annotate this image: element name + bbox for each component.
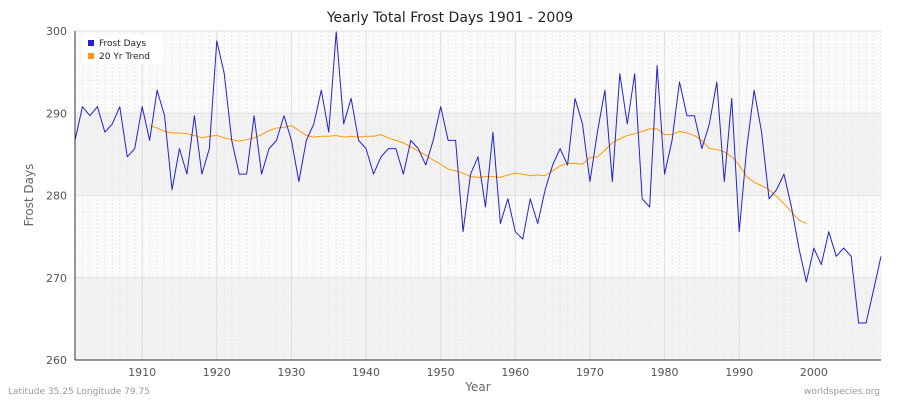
x-axis-title: Year bbox=[464, 380, 490, 394]
legend-swatch-frost-days bbox=[88, 40, 94, 46]
footer-credit: worldspecies.org bbox=[804, 387, 880, 397]
x-tick-label: 2000 bbox=[800, 366, 828, 379]
y-axis-title: Frost Days bbox=[22, 164, 36, 227]
axes bbox=[74, 31, 881, 361]
x-tick-label: 1910 bbox=[128, 366, 156, 379]
legend-label-frost-days: Frost Days bbox=[99, 39, 146, 49]
y-tick-label: 300 bbox=[46, 25, 67, 38]
y-tick-label: 290 bbox=[46, 107, 67, 120]
x-tick-label: 1940 bbox=[352, 366, 380, 379]
x-tick-label: 1960 bbox=[501, 366, 529, 379]
grid-lines bbox=[74, 30, 882, 361]
plot-band bbox=[75, 113, 881, 196]
footer-location: Latitude 35.25 Longitude 79.75 bbox=[8, 387, 150, 397]
legend-box bbox=[82, 35, 164, 64]
y-axis-ticks: 260 270 280 290 300 bbox=[46, 25, 67, 367]
legend-label-20yr-trend: 20 Yr Trend bbox=[99, 52, 150, 62]
x-axis-ticks: 1910 1920 1930 1940 1950 1960 1970 1980 1990 2000 bbox=[128, 366, 828, 379]
x-tick-label: 1920 bbox=[203, 366, 231, 379]
x-tick-label: 1990 bbox=[725, 366, 753, 379]
series-layer bbox=[74, 31, 882, 324]
legend-swatch-20yr-trend bbox=[88, 53, 94, 59]
y-tick-label: 270 bbox=[46, 272, 67, 285]
chart-title: Yearly Total Frost Days 1901 - 2009 bbox=[326, 10, 573, 26]
series-line-20-yr-trend bbox=[149, 125, 807, 224]
y-tick-label: 260 bbox=[46, 354, 67, 367]
x-tick-label: 1950 bbox=[427, 366, 455, 379]
x-tick-label: 1970 bbox=[576, 366, 604, 379]
x-tick-label: 1930 bbox=[277, 366, 305, 379]
legend: Frost Days 20 Yr Trend bbox=[82, 35, 164, 64]
series-line-frost-days bbox=[74, 31, 882, 324]
x-tick-label: 1980 bbox=[651, 366, 679, 379]
y-tick-label: 280 bbox=[46, 190, 67, 203]
